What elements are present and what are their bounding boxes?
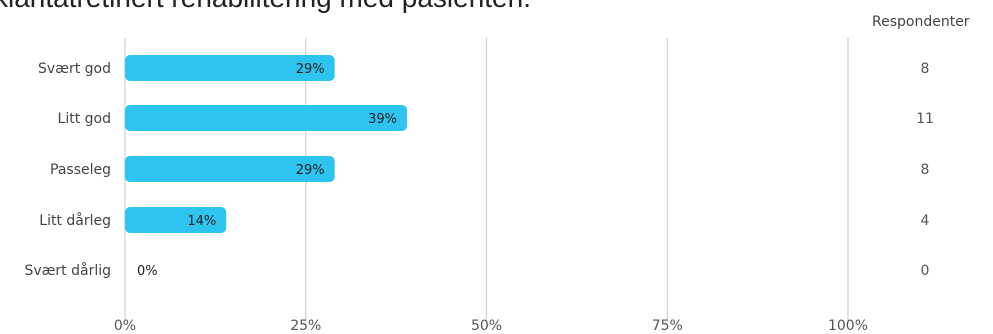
category-label: Svært dårlig (24, 262, 111, 279)
category-label: Litt dårleg (39, 212, 111, 229)
x-tick-label: 100% (828, 318, 868, 334)
bar-value-label: 39% (368, 112, 397, 127)
category-label: Passeleg (50, 162, 111, 178)
respondent-count: 4 (921, 213, 930, 229)
category-label: Svært god (38, 61, 111, 77)
x-tick-label: 25% (290, 318, 321, 334)
x-tick-label: 0% (114, 318, 136, 334)
x-tick-label: 75% (652, 318, 683, 334)
bar-value-label: 29% (296, 163, 325, 178)
respondent-count: 8 (921, 162, 930, 178)
bar (125, 105, 407, 131)
x-tick-label: 50% (471, 318, 502, 334)
bar-value-label: 0% (137, 264, 158, 279)
bar (125, 55, 335, 81)
respondent-count: 8 (921, 61, 930, 77)
respondent-count: 11 (916, 111, 934, 127)
chart-title: klantatretinert rehabilitering med pasie… (0, 0, 531, 14)
bar-value-label: 29% (296, 62, 325, 77)
respondents-header: Respondenter (872, 14, 970, 30)
bar (125, 156, 335, 182)
respondent-count: 0 (921, 263, 930, 279)
bar (125, 207, 227, 233)
category-label: Litt god (58, 111, 111, 127)
bar-value-label: 14% (187, 214, 216, 229)
